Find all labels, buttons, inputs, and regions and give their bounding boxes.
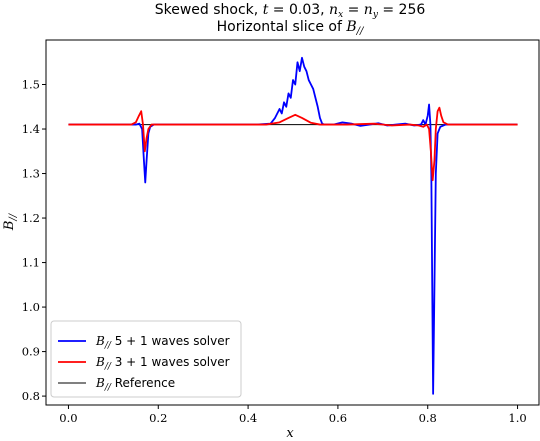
y-tick-label: 1.4 [22,122,40,136]
svg-text:B//: B// [2,212,19,231]
legend-label-3: B// Reference [95,376,175,393]
x-axis-label: x [286,426,294,441]
y-axis: 0.8 0.9 1.0 1.1 1.2 1.3 1.4 1.5 [22,78,46,403]
plot-frame [45,39,540,406]
legend-box [50,320,242,398]
x-axis: 0.0 0.2 0.4 0.6 0.8 1.0 [59,405,527,425]
x-tick-label: 0.0 [59,411,77,425]
legend-label-1: B// 5 + 1 waves solver [95,334,230,351]
y-tick-label: 1.5 [22,78,40,92]
x-tick-label: 0.8 [419,411,437,425]
legend: B// 5 + 1 waves solver B// 3 + 1 waves so… [50,320,242,398]
x-tick-label: 0.4 [239,411,257,425]
y-axis-label: B// [2,212,19,231]
y-tick-label: 0.8 [22,389,40,403]
x-tick-label: 0.6 [329,411,347,425]
y-tick-label: 1.2 [22,211,40,225]
y-tick-label: 1.0 [22,300,40,314]
x-tick-label: 0.2 [149,411,167,425]
y-tick-label: 1.3 [22,167,40,181]
plot-area [45,39,540,406]
x-tick-label: 1.0 [508,411,526,425]
y-tick-label: 0.9 [22,345,40,359]
y-tick-label: 1.1 [22,256,40,270]
series-line-2 [68,106,518,182]
legend-label-2: B// 3 + 1 waves solver [95,355,230,372]
chart-title: Skewed shock, t = 0.03, nx = ny = 256 [155,2,426,20]
chart-subtitle: Horizontal slice of B// [217,19,365,37]
